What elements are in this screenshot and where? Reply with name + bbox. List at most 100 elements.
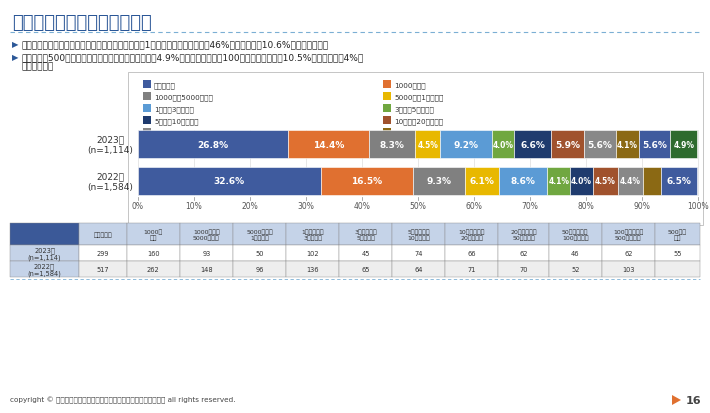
Bar	[143, 93, 151, 101]
Bar	[499, 168, 547, 195]
Text: 5万円〜10万円未満: 5万円〜10万円未満	[154, 118, 199, 124]
Text: 8.3%: 8.3%	[380, 140, 405, 149]
Bar	[655, 261, 700, 277]
Text: 70%: 70%	[522, 202, 538, 211]
Text: 93: 93	[202, 250, 210, 256]
Bar	[143, 81, 151, 89]
Bar	[549, 261, 602, 277]
Bar	[392, 245, 445, 261]
Text: 500万円以上: 500万円以上	[394, 142, 425, 148]
Text: 16: 16	[686, 395, 701, 405]
Text: 64: 64	[415, 266, 423, 272]
Bar	[551, 131, 584, 159]
Text: 10万円以上〜
20万円未満: 10万円以上〜 20万円未満	[459, 228, 485, 240]
Text: 3万円〜5万円未満: 3万円〜5万円未満	[394, 106, 434, 112]
Text: 4.9%: 4.9%	[673, 140, 694, 149]
Text: 20万円〜50万円未満: 20万円〜50万円未満	[154, 130, 203, 136]
Bar	[383, 105, 391, 113]
Bar	[143, 105, 151, 113]
Bar	[180, 223, 233, 245]
Bar	[593, 168, 618, 195]
Text: 16.5%: 16.5%	[351, 177, 382, 186]
Text: 160: 160	[147, 250, 160, 256]
Bar	[602, 223, 655, 245]
Text: 45: 45	[361, 250, 370, 256]
Text: 148: 148	[200, 266, 213, 272]
Text: 50万円以上〜
100万円未満: 50万円以上〜 100万円未満	[562, 228, 589, 240]
Bar	[383, 129, 391, 137]
Text: 50: 50	[255, 250, 263, 256]
Bar	[127, 223, 180, 245]
Text: 5.6%: 5.6%	[588, 140, 613, 149]
Text: 60%: 60%	[466, 202, 482, 211]
Text: 80%: 80%	[578, 202, 594, 211]
Text: 8.6%: 8.6%	[510, 177, 536, 186]
Bar	[670, 131, 697, 159]
Text: 4.5%: 4.5%	[417, 140, 438, 149]
Text: 加している。: 加している。	[22, 62, 54, 71]
Bar	[547, 168, 570, 195]
Bar	[339, 261, 392, 277]
Text: 299: 299	[97, 250, 109, 256]
Bar	[618, 168, 643, 195]
Text: 262: 262	[147, 266, 160, 272]
Text: ひと月のアフィリエイト収入をみると、少なくとも1万円以上ある人の割合が46%と、昨年より10.6%増加している。: ひと月のアフィリエイト収入をみると、少なくとも1万円以上ある人の割合が46%と、…	[22, 40, 329, 49]
Text: 収入はない: 収入はない	[94, 232, 112, 237]
Text: 50万円〜100万円未満: 50万円〜100万円未満	[394, 130, 448, 136]
Text: 5.6%: 5.6%	[642, 140, 667, 149]
Bar	[392, 223, 445, 245]
Bar	[602, 245, 655, 261]
Text: 2023年
(n=1,114): 2023年 (n=1,114)	[28, 246, 61, 261]
Text: 55: 55	[673, 250, 682, 256]
Bar	[339, 245, 392, 261]
Text: 1万円以上〜
3万円未満: 1万円以上〜 3万円未満	[301, 228, 324, 240]
Bar	[138, 131, 288, 159]
Bar	[320, 168, 413, 195]
Text: 71: 71	[468, 266, 476, 272]
Bar	[233, 261, 286, 277]
Bar	[79, 245, 127, 261]
Text: 30%: 30%	[297, 202, 315, 211]
Text: 6.5%: 6.5%	[667, 177, 692, 186]
Text: 52: 52	[571, 266, 579, 272]
Bar	[549, 245, 602, 261]
Text: 5000円〜1万円未満: 5000円〜1万円未満	[394, 94, 443, 100]
Bar	[143, 117, 151, 125]
Text: 62: 62	[519, 250, 528, 256]
Text: 4.1%: 4.1%	[617, 140, 638, 149]
Bar	[415, 131, 440, 159]
Bar	[180, 261, 233, 277]
Bar	[233, 245, 286, 261]
Bar	[584, 131, 616, 159]
Text: 1000円以上
5000円未満: 1000円以上 5000円未満	[193, 228, 220, 240]
Bar	[440, 131, 492, 159]
Bar	[143, 129, 151, 137]
Text: copyright © 特定非営利活動法人アフィリエイトマーケティング協会 all rights reserved.: copyright © 特定非営利活動法人アフィリエイトマーケティング協会 al…	[10, 396, 236, 403]
Text: 103: 103	[622, 266, 635, 272]
Text: 5000円以上
1万円未満: 5000円以上 1万円未満	[246, 228, 273, 240]
Bar	[655, 223, 700, 245]
Text: 2023年
(n=1,114): 2023年 (n=1,114)	[87, 135, 133, 154]
Bar	[127, 261, 180, 277]
Text: 517: 517	[97, 266, 109, 272]
Bar	[413, 168, 465, 195]
Bar	[616, 131, 638, 159]
Text: 50%: 50%	[410, 202, 427, 211]
Text: ▶: ▶	[12, 53, 18, 62]
Text: 1000円〜5000円未満: 1000円〜5000円未満	[154, 94, 213, 100]
Bar	[128, 73, 703, 225]
Text: 4.1%: 4.1%	[548, 177, 569, 186]
Text: 65: 65	[361, 266, 370, 272]
Bar	[180, 245, 233, 261]
Bar	[383, 81, 391, 89]
Text: 6.1%: 6.1%	[470, 177, 495, 186]
Text: 26.8%: 26.8%	[197, 140, 229, 149]
Bar	[288, 131, 368, 159]
Bar	[445, 245, 498, 261]
Text: 10%: 10%	[185, 202, 202, 211]
Bar	[383, 141, 391, 149]
Text: 3万円以上〜
5万円未満: 3万円以上〜 5万円未満	[354, 228, 377, 240]
Text: 5万円以上〜
10万円未満: 5万円以上〜 10万円未満	[408, 228, 430, 240]
Text: 14.4%: 14.4%	[312, 140, 344, 149]
Text: 2022年
(n=1,584): 2022年 (n=1,584)	[87, 172, 133, 191]
